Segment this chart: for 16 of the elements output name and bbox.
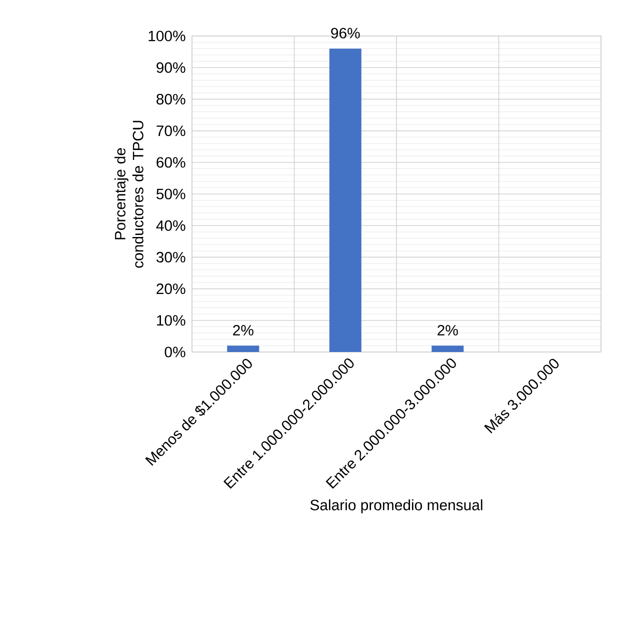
y-tick-label: 30% xyxy=(156,252,186,262)
y-tick-label: 10% xyxy=(157,315,186,326)
y-tick-label: 90% xyxy=(156,62,186,73)
y-tick-label: 50% xyxy=(156,188,186,200)
y-tick-label: 20% xyxy=(156,284,186,294)
y-axis-title: Porcentaje de conductores de TPCU xyxy=(114,120,144,268)
y-tick-label: 70% xyxy=(156,126,186,136)
y-tick-label: 80% xyxy=(156,94,186,104)
y-tick-label: 60% xyxy=(156,157,186,168)
data-label: 2% xyxy=(233,324,254,336)
x-axis-title: Salario promedio mensual xyxy=(310,499,482,514)
y-tick-label: 40% xyxy=(156,220,186,231)
data-label: 96% xyxy=(331,28,360,38)
data-label: 2% xyxy=(438,324,458,336)
y-tick-label: 100% xyxy=(148,30,186,42)
y-tick-label: 0% xyxy=(164,346,186,358)
